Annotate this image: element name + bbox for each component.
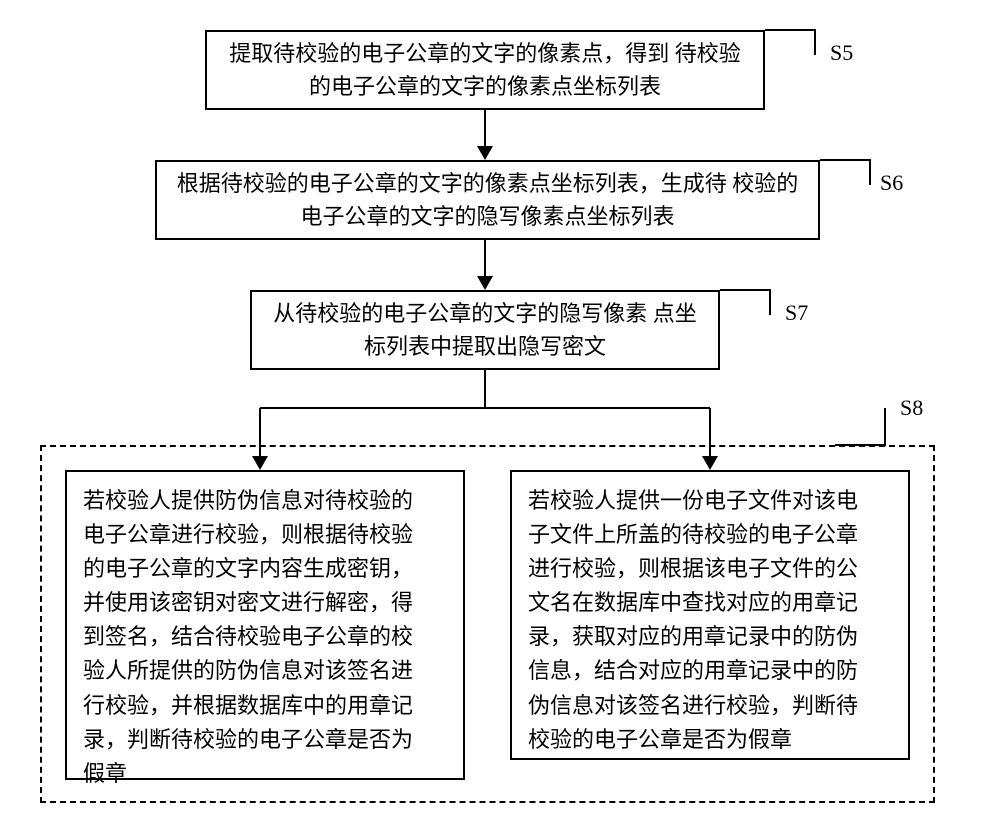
- flowchart-canvas: 提取待校验的电子公章的文字的像素点，得到 待校验的电子公章的文字的像素点坐标列表…: [0, 0, 1000, 825]
- step-s8a-box: 若校验人提供防伪信息对待校验的 电子公章进行校验，则根据待校验 的电子公章的文字…: [65, 470, 465, 780]
- label-s8: S8: [900, 395, 923, 421]
- step-s8b-text: 若校验人提供一份电子文件对该电 子文件上所盖的待校验的电子公章 进行校验，则根据…: [528, 484, 858, 757]
- step-s8a-text: 若校验人提供防伪信息对待校验的 电子公章进行校验，则根据待校验 的电子公章的文字…: [83, 484, 413, 791]
- hook-s8: [835, 408, 895, 448]
- step-s8b-box: 若校验人提供一份电子文件对该电 子文件上所盖的待校验的电子公章 进行校验，则根据…: [510, 470, 910, 760]
